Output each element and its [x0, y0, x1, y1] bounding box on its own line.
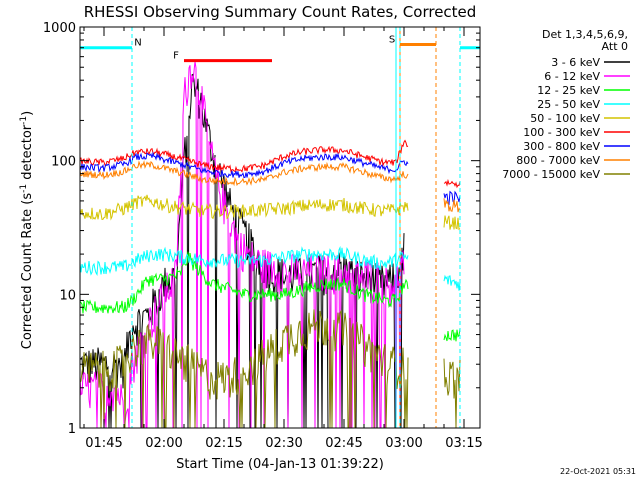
legend-entry-label: 12 - 25 keV [537, 84, 600, 97]
flag-label-s: S [389, 34, 395, 45]
flag-label-n: N [134, 38, 141, 49]
y-axis-label: Corrected Count Rate (s-1 detector-1) [19, 111, 35, 349]
legend-entry-label: 7000 - 15000 keV [502, 168, 600, 181]
series-800-7000-kev-line [79, 160, 461, 213]
y-tick-label: 10 [59, 288, 76, 303]
legend-entry-label: 100 - 300 keV [523, 126, 600, 139]
legend-header-line: Att 0 [602, 40, 628, 53]
series-300-800-kev-line [79, 151, 461, 206]
chart-title: RHESSI Observing Summary Count Rates, Co… [84, 3, 477, 21]
series-25-50-kev-line [79, 245, 461, 291]
x-tick-label: 01:45 [85, 436, 122, 451]
plot-area-frame [79, 26, 481, 429]
x-tick-label: 02:00 [145, 436, 182, 451]
legend-entry-label: 50 - 100 keV [530, 112, 600, 125]
footer-timestamp: 22-Oct-2021 05:31 [560, 467, 636, 476]
axis-layer: 1 10 100 1000 01:45 02:00 02:15 02:30 02:45 03:00… [43, 21, 483, 451]
flag-label-f: F [173, 51, 179, 62]
legend-header-line: Det 1,3,4,5,6,9, [542, 28, 628, 41]
legend-entry-label: 300 - 800 keV [523, 140, 600, 153]
legend-entry-label: 25 - 50 keV [537, 98, 600, 111]
series-100-300-kev-line [79, 139, 461, 189]
y-tick-label: 1000 [43, 21, 76, 36]
x-tick-label: 02:30 [265, 436, 302, 451]
legend-entry-label: 3 - 6 keV [551, 56, 600, 69]
series-7000-15000-kev-line [79, 309, 461, 429]
series-12-25-kev-line [79, 251, 461, 342]
x-tick-label: 03:15 [445, 436, 482, 451]
x-tick-label: 02:45 [325, 436, 362, 451]
series-layer [79, 61, 461, 429]
series-50-100-kev-line [79, 194, 461, 231]
legend-entry-label: 6 - 12 keV [544, 70, 600, 83]
y-tick-label: 100 [51, 155, 76, 170]
x-axis-label: Start Time (04-Jan-13 01:39:22) [176, 457, 384, 472]
legend-entry-label: 800 - 7000 keV [516, 154, 600, 167]
x-tick-label: 03:00 [385, 436, 422, 451]
y-tick-label: 1 [68, 422, 76, 437]
marker-layer: N F S [80, 27, 480, 428]
x-tick-label: 02:15 [205, 436, 242, 451]
